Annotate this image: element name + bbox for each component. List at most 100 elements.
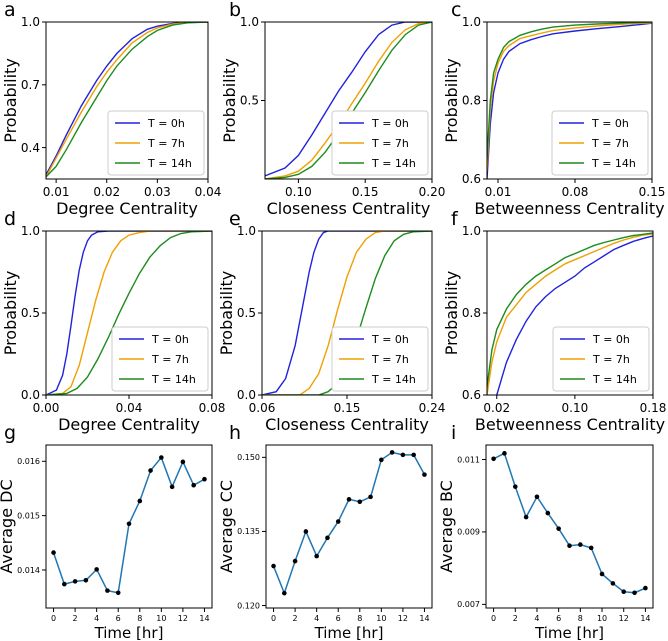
x-tick-label-i-2: 4 [534,614,539,623]
x-axis-label-h: Time [hr] [314,624,384,641]
x-tick-label-a-0: 0.01 [43,185,70,199]
x-tick-label-a-3: 0.04 [195,185,222,199]
x-tick-label-g-2: 4 [94,614,99,623]
data-point-h-6 [335,519,341,524]
y-tick-label-e-0: 0.0 [237,388,256,402]
y-tick-label-f-0: 0.6 [462,388,481,402]
x-axis-label-a: Degree Centrality [56,199,198,218]
data-point-h-3 [303,529,309,534]
data-point-i-11 [610,581,616,586]
x-tick-label-f-1: 0.10 [562,401,589,415]
series-line-a-1 [46,22,208,178]
legend-label-c-2: T = 14h [591,157,636,170]
data-point-i-4 [534,494,540,500]
x-axis-label-e: Closeness Centrality [265,415,429,434]
x-axis-label-i: Time [hr] [534,624,604,641]
x-tick-label-d-0: 0.00 [33,401,60,415]
x-tick-label-g-3: 6 [116,614,121,623]
legend-box-a [107,110,205,176]
legend-label-b-2: T = 14h [371,157,416,170]
series-line-b-1 [265,22,432,179]
y-tick-label-b-1: 1.0 [240,15,259,29]
legend-label-e-1: T = 7h [371,353,409,366]
x-tick-label-c-1: 0.08 [562,185,589,199]
data-point-h-1 [282,590,287,596]
y-tick-label-i-0: 0.007 [457,600,480,609]
series-line-c-0 [487,22,652,179]
data-point-g-8 [137,498,143,504]
data-point-h-14 [422,472,427,477]
legend-label-a-2: T = 14h [147,157,192,170]
y-tick-label-i-1: 0.009 [457,528,480,537]
x-tick-label-h-2: 4 [314,614,319,623]
data-point-h-9 [368,494,373,500]
data-point-h-4 [314,553,319,559]
x-tick-label-b-1: 0.15 [352,185,379,199]
data-point-g-12 [180,459,186,465]
x-tick-label-d-1: 0.04 [116,401,143,415]
y-tick-label-a-0: 0.4 [21,141,40,155]
y-tick-label-b-0: 0.5 [240,94,259,108]
axes-frame-h [265,444,433,609]
x-axis-label-g: Time [hr] [94,624,164,641]
y-tick-label-d-0: 0.0 [21,388,40,402]
y-axis-label-a: Probability [1,58,20,143]
y-tick-label-d-1: 0.5 [21,306,40,320]
y-tick-label-a-2: 1.0 [21,15,40,29]
data-point-h-5 [325,535,330,541]
x-axis-label-f: Betweenness Centrality [475,415,665,434]
x-tick-label-i-5: 10 [597,614,607,623]
y-tick-label-i-2: 0.011 [457,455,480,464]
x-tick-label-f-2: 0.18 [640,401,667,415]
series-line-b-0 [265,22,432,177]
x-tick-label-g-7: 14 [199,614,209,623]
y-tick-label-c-2: 1.0 [462,15,481,29]
y-tick-label-g-0: 0.014 [17,566,40,575]
x-axis-label-c: Betweenness Centrality [474,199,664,218]
x-tick-label-a-2: 0.03 [144,185,171,199]
y-tick-label-a-1: 0.7 [21,78,40,92]
legend-box-f [552,326,650,392]
legend-box-c [551,110,649,176]
series-line-e-0 [262,231,432,395]
panel-label-a: a [4,0,16,21]
data-point-i-2 [512,484,518,489]
series-line-c-1 [487,22,652,172]
legend-label-b-1: T = 7h [371,137,409,150]
panel-label-b: b [229,0,241,21]
x-tick-label-g-5: 10 [156,614,166,623]
legend-label-f-1: T = 7h [592,353,630,366]
series-line-f-1 [487,233,653,395]
series-line-d-2 [46,231,212,395]
legend-label-a-1: T = 7h [147,137,185,150]
panel-label-h: h [229,422,241,444]
axes-frame-i [485,444,654,609]
y-axis-label-i: Average BC [437,480,456,573]
panel-label-i: i [451,422,456,444]
series-line-d-1 [46,231,212,395]
y-tick-label-g-2: 0.016 [17,457,40,466]
x-tick-label-e-0: 0.06 [249,401,276,415]
data-point-h-8 [357,499,363,505]
series-line-f-0 [496,235,653,395]
data-point-g-4 [94,567,99,572]
legend-box-e [331,326,429,392]
data-point-g-9 [148,468,153,473]
y-tick-label-g-1: 0.015 [17,511,40,520]
data-point-g-2 [72,579,78,584]
x-tick-label-e-2: 0.24 [419,401,446,415]
data-point-i-13 [632,590,637,596]
y-tick-label-d-2: 1.0 [21,224,40,238]
data-point-i-8 [578,542,583,547]
data-point-i-10 [599,571,605,577]
x-tick-label-h-3: 6 [336,614,341,623]
x-tick-label-i-3: 6 [556,614,561,623]
x-tick-label-i-7: 14 [640,614,650,623]
legend-box-d [111,326,209,392]
y-tick-label-h-1: 0.135 [237,527,260,536]
x-tick-label-e-1: 0.15 [334,401,361,415]
series-line-a-2 [46,22,208,178]
data-point-i-9 [588,545,594,551]
y-tick-label-c-0: 0.6 [462,172,481,186]
y-tick-label-f-2: 1.0 [462,224,481,238]
